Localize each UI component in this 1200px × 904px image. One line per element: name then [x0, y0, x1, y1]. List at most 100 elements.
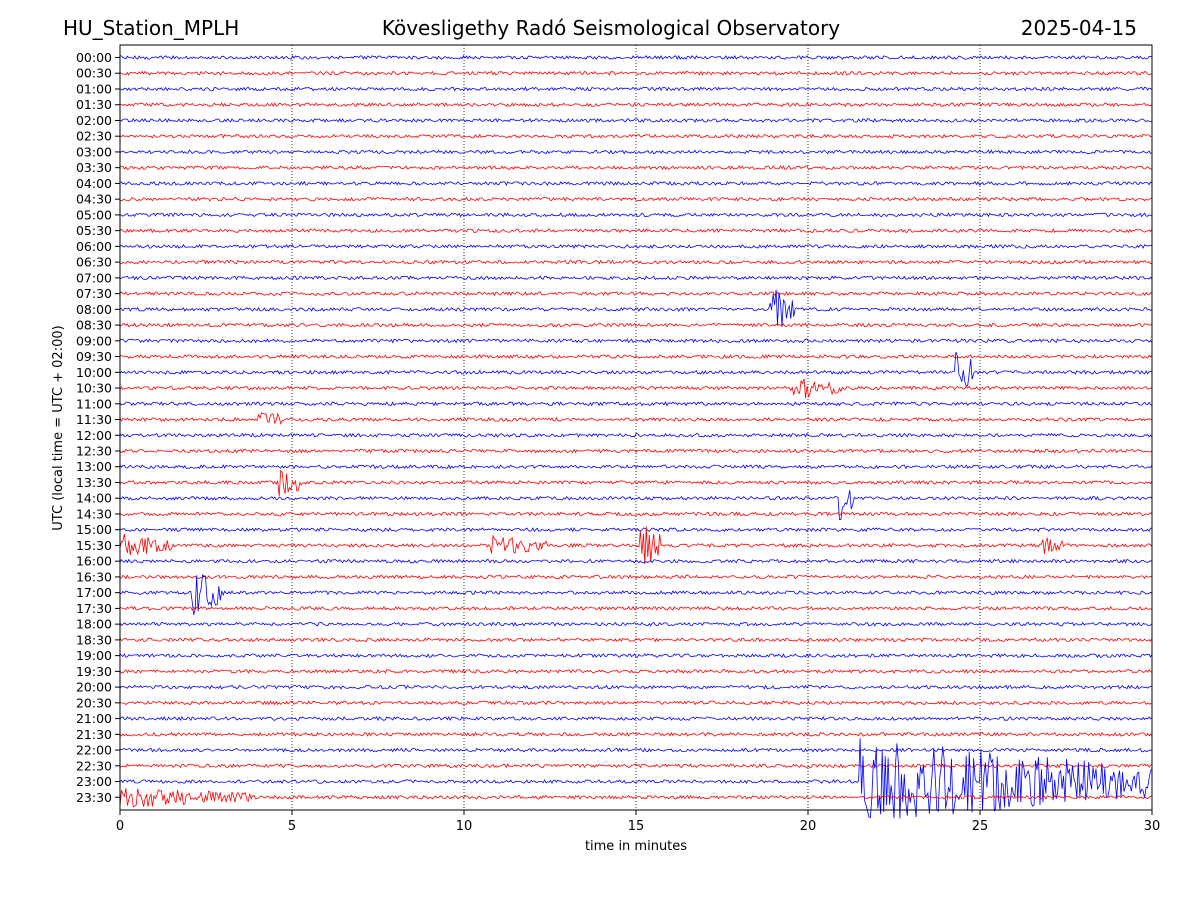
y-tick-label: 19:00 [76, 648, 112, 663]
trace-1830 [119, 637, 1153, 643]
y-tick-label: 11:30 [76, 412, 112, 427]
trace-0930 [119, 354, 1153, 359]
trace-0130 [119, 102, 1153, 108]
y-tick-label: 12:30 [76, 444, 112, 459]
y-tick-label: 15:30 [76, 538, 112, 553]
date-label: 2025-04-15 [1021, 16, 1137, 40]
trace-1400 [119, 490, 1153, 520]
trace-1300 [119, 464, 1153, 470]
y-tick-label: 17:30 [76, 601, 112, 616]
trace-1500 [119, 527, 1153, 533]
trace-1530 [119, 526, 1153, 565]
vertical-grid [291, 45, 981, 810]
y-tick-label: 20:00 [76, 680, 112, 695]
trace-0100 [119, 86, 1153, 92]
y-tick-label: 11:00 [76, 396, 112, 411]
y-tick-label: 05:00 [76, 207, 112, 222]
y-tick-label: 10:00 [76, 365, 112, 380]
trace-1230 [119, 448, 1153, 454]
y-tick-label: 02:00 [76, 113, 112, 128]
trace-0700 [119, 275, 1153, 281]
y-tick-label: 06:30 [76, 255, 112, 270]
chart-title: Kövesligethy Radó Seismological Observat… [382, 16, 840, 40]
y-tick-label: 21:30 [76, 727, 112, 742]
y-tick-label: 18:30 [76, 632, 112, 647]
y-tick-label: 08:30 [76, 318, 112, 333]
trace-0830 [119, 322, 1153, 328]
trace-0800 [119, 289, 1153, 327]
trace-1030 [119, 378, 1153, 399]
y-tick-label: 16:00 [76, 554, 112, 569]
y-tick-label: 17:00 [76, 585, 112, 600]
trace-0630 [119, 259, 1153, 265]
x-axis-label: time in minutes [585, 839, 687, 854]
x-tick-label: 25 [972, 819, 989, 834]
y-axis-label: UTC (local time = UTC + 02:00) [51, 325, 66, 530]
trace-1800 [119, 621, 1153, 627]
y-tick-label: 01:30 [76, 97, 112, 112]
y-tick-label: 14:00 [76, 491, 112, 506]
y-tick-label: 04:30 [76, 192, 112, 207]
x-tick-label: 10 [456, 819, 473, 834]
y-tick-label: 02:30 [76, 129, 112, 144]
y-tick-label: 15:00 [76, 522, 112, 537]
y-tick-label: 09:00 [76, 333, 112, 348]
trace-1730 [119, 605, 1153, 612]
trace-1900 [119, 653, 1153, 659]
trace-0030 [119, 70, 1153, 76]
y-tick-label: 08:00 [76, 302, 112, 317]
y-tick-labels: 00:0000:3001:0001:3002:0002:3003:0003:30… [76, 50, 120, 805]
x-axis: 0 5 10 15 20 25 30 [116, 810, 1160, 834]
y-tick-label: 22:00 [76, 743, 112, 758]
trace-2100 [119, 715, 1153, 722]
y-tick-label: 23:30 [76, 790, 112, 805]
y-tick-label: 05:30 [76, 223, 112, 238]
trace-0430 [119, 196, 1153, 202]
trace-1600 [119, 558, 1153, 564]
y-tick-label: 13:00 [76, 459, 112, 474]
trace-0530 [119, 228, 1153, 234]
x-tick-label: 20 [800, 819, 817, 834]
trace-0230 [119, 133, 1153, 139]
trace-0500 [119, 212, 1153, 218]
y-tick-label: 18:00 [76, 617, 112, 632]
trace-2030 [119, 700, 1153, 706]
y-tick-label: 10:30 [76, 381, 112, 396]
trace-1000 [119, 351, 1153, 387]
y-tick-label: 00:00 [76, 50, 112, 65]
trace-0200 [119, 117, 1153, 123]
y-tick-label: 20:30 [76, 695, 112, 710]
trace-2000 [119, 684, 1153, 690]
trace-2130 [119, 731, 1153, 737]
y-tick-label: 07:30 [76, 286, 112, 301]
y-tick-label: 16:30 [76, 569, 112, 584]
y-tick-label: 00:30 [76, 66, 112, 81]
plot-frame [119, 44, 1153, 811]
trace-1630 [119, 574, 1153, 580]
y-tick-label: 07:00 [76, 270, 112, 285]
y-tick-label: 12:00 [76, 428, 112, 443]
y-tick-label: 19:30 [76, 664, 112, 679]
trace-2330 [119, 788, 1153, 808]
y-tick-label: 13:30 [76, 475, 112, 490]
trace-0900 [119, 338, 1153, 344]
trace-2300 [119, 738, 1153, 819]
y-tick-label: 14:30 [76, 506, 112, 521]
y-tick-label: 21:00 [76, 711, 112, 726]
y-tick-label: 03:30 [76, 160, 112, 175]
y-tick-label: 06:00 [76, 239, 112, 254]
trace-0330 [119, 165, 1153, 171]
y-tick-label: 03:00 [76, 144, 112, 159]
y-tick-label: 01:00 [76, 81, 112, 96]
x-tick-label: 30 [1144, 819, 1161, 834]
trace-0000 [120, 54, 1153, 61]
trace-1100 [119, 401, 1153, 407]
trace-1700 [119, 573, 1153, 615]
trace-0600 [119, 243, 1152, 249]
station-label: HU_Station_MPLH [63, 16, 239, 40]
y-tick-label: 22:30 [76, 758, 112, 773]
x-tick-label: 5 [288, 819, 296, 834]
y-tick-label: 09:30 [76, 349, 112, 364]
